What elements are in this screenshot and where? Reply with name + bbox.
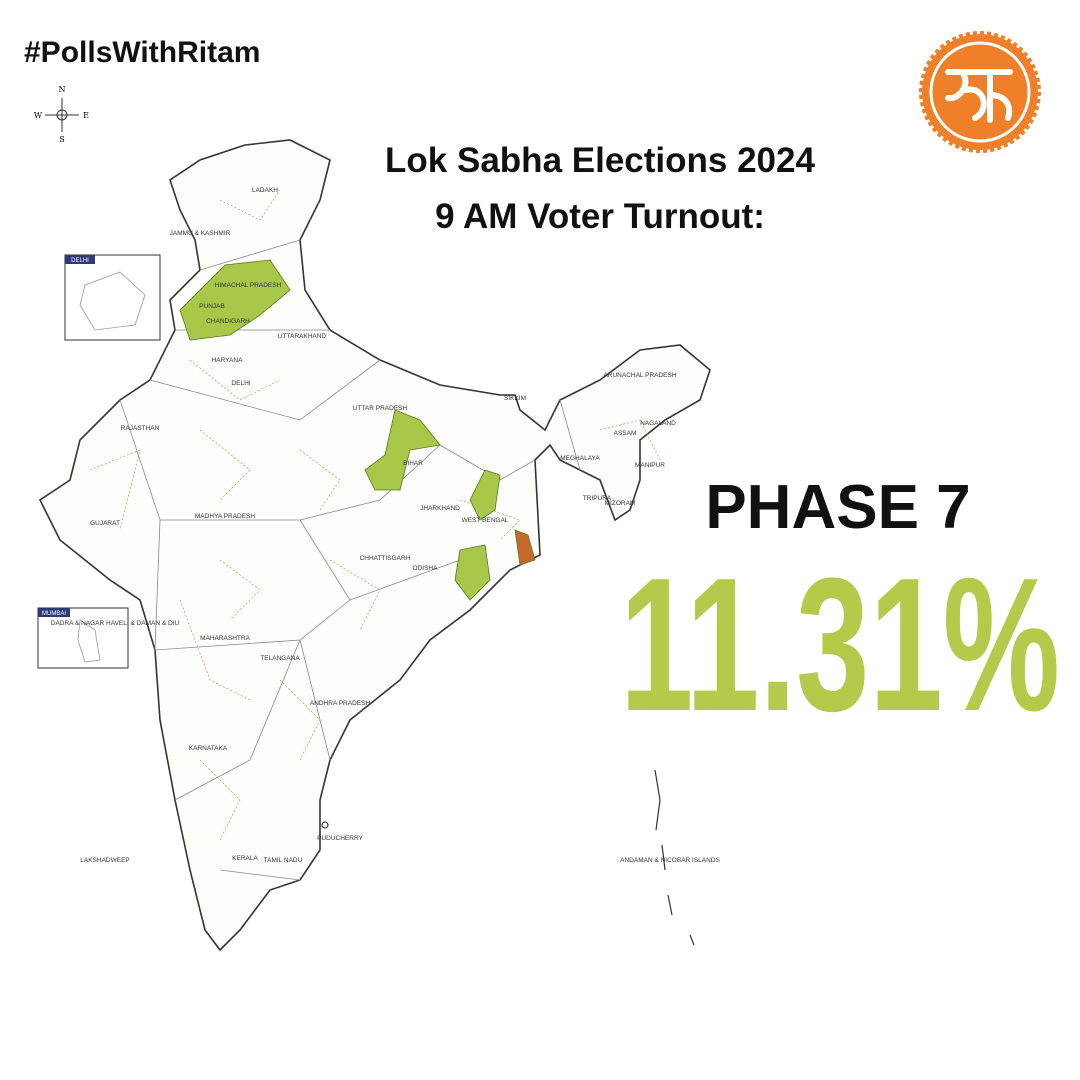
region-label: RAJASTHAN [121,425,160,432]
region-label: LADAKH [252,187,278,194]
inset-label: DELHI [71,258,89,264]
compass-letter: W [34,111,43,120]
islands [321,769,695,946]
region-label: ANDAMAN & NICOBAR ISLANDS [620,857,720,864]
region-label: CHANDIGARH [206,318,250,325]
turnout: 11.31% [620,539,1060,751]
compass [45,98,79,132]
region-label: DELHI [231,380,250,387]
region-label: ANDHRA PRADESH [310,700,371,707]
region-label: WEST BENGAL [462,517,509,524]
region-label: KARNATAKA [189,745,228,752]
region-label: CHHATTISGARH [360,555,411,562]
region-label: JAMMU & KASHMIR [170,230,231,237]
region-label: UTTAR PRADESH [353,405,408,412]
region-label: KERALA [232,855,258,862]
region-label: HIMACHAL PRADESH [215,282,282,289]
region-label: MAHARASHTRA [200,635,251,642]
region-label: NAGALAND [640,420,676,427]
constituency-boundaries [89,189,661,841]
region-label: MADHYA PRADESH [195,513,256,520]
hashtag: #PollsWithRitam [24,36,260,69]
region-label: MANIPUR [635,462,665,469]
region-label: BIHAR [403,460,423,467]
compass-letter: S [59,135,64,144]
mumbai-inset [37,607,129,669]
delhi-inset [64,254,161,341]
region-label: JHARKHAND [420,505,460,512]
region-label: ARUNACHAL PRADESH [603,372,676,379]
region-label: ASSAM [614,430,637,437]
region-label: TELANGANA [260,655,300,662]
region-label: SIKKIM [504,395,526,402]
region-label: UTTARAKHAND [278,333,327,340]
compass-letter: N [59,85,66,94]
country-outline [38,139,711,952]
region-label: PUNJAB [199,303,225,310]
compass-letter: E [83,111,89,120]
region-label: HARYANA [212,357,243,364]
region-label: TRIPURA [583,495,612,502]
region-label: GUJARAT [90,520,120,527]
title-line-2: 9 AM Voter Turnout: [435,197,765,236]
region-label: DADRA & NAGAR HAVELI & DAMAN & DIU [51,620,180,627]
inset-label: MUMBAI [42,611,66,617]
title-line-1: Lok Sabha Elections 2024 [385,141,815,180]
india-map: N E S W DELHI MUMBAI LADAKH JAMMU & KASHMIR HIMA… [34,85,721,952]
phase: PHASE 7 [705,473,970,542]
region-label: LAKSHADWEEP [80,857,130,864]
region-label: MIZORAM [605,500,636,507]
logo [919,31,1041,153]
state-boundaries [119,239,581,881]
region-label: TAMIL NADU [264,857,303,864]
region-label: MEGHALAYA [560,455,600,462]
highlighted-regions [179,259,536,601]
region-label: PUDUCHERRY [317,835,363,842]
region-label: ODISHA [413,565,439,572]
